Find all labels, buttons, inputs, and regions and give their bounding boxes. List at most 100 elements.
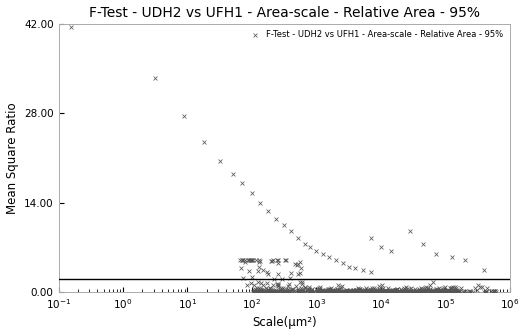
- F-Test - UDH2 vs UFH1 - Area-scale - Relative Area - 95%: [357, 289, 365, 295]
- F-Test - UDH2 vs UFH1 - Area-scale - Relative Area - 95%: [364, 289, 373, 294]
- F-Test - UDH2 vs UFH1 - Area-scale - Relative Area - 95%: [413, 289, 421, 295]
- F-Test - UDH2 vs UFH1 - Area-scale - Relative Area - 95%: [367, 289, 375, 295]
- F-Test - UDH2 vs UFH1 - Area-scale - Relative Area - 95%: [382, 289, 391, 295]
- F-Test - UDH2 vs UFH1 - Area-scale - Relative Area - 95%: [376, 289, 385, 295]
- F-Test - UDH2 vs UFH1 - Area-scale - Relative Area - 95%: [350, 289, 359, 295]
- F-Test - UDH2 vs UFH1 - Area-scale - Relative Area - 95%: [459, 289, 467, 294]
- F-Test - UDH2 vs UFH1 - Area-scale - Relative Area - 95%: [255, 259, 263, 264]
- F-Test - UDH2 vs UFH1 - Area-scale - Relative Area - 95%: [387, 289, 396, 295]
- F-Test - UDH2 vs UFH1 - Area-scale - Relative Area - 95%: [377, 289, 386, 294]
- F-Test - UDH2 vs UFH1 - Area-scale - Relative Area - 95%: [346, 289, 354, 295]
- F-Test - UDH2 vs UFH1 - Area-scale - Relative Area - 95%: [392, 289, 400, 294]
- F-Test - UDH2 vs UFH1 - Area-scale - Relative Area - 95%: [377, 289, 386, 295]
- F-Test - UDH2 vs UFH1 - Area-scale - Relative Area - 95%: [256, 287, 264, 292]
- F-Test - UDH2 vs UFH1 - Area-scale - Relative Area - 95%: [395, 289, 404, 295]
- F-Test - UDH2 vs UFH1 - Area-scale - Relative Area - 95%: [417, 289, 426, 295]
- F-Test - UDH2 vs UFH1 - Area-scale - Relative Area - 95%: [437, 289, 446, 295]
- F-Test - UDH2 vs UFH1 - Area-scale - Relative Area - 95%: [374, 289, 383, 295]
- F-Test - UDH2 vs UFH1 - Area-scale - Relative Area - 95%: [402, 289, 411, 294]
- F-Test - UDH2 vs UFH1 - Area-scale - Relative Area - 95%: [339, 261, 348, 266]
- F-Test - UDH2 vs UFH1 - Area-scale - Relative Area - 95%: [364, 289, 372, 294]
- F-Test - UDH2 vs UFH1 - Area-scale - Relative Area - 95%: [379, 289, 387, 295]
- F-Test - UDH2 vs UFH1 - Area-scale - Relative Area - 95%: [400, 289, 408, 294]
- F-Test - UDH2 vs UFH1 - Area-scale - Relative Area - 95%: [440, 285, 448, 290]
- F-Test - UDH2 vs UFH1 - Area-scale - Relative Area - 95%: [384, 289, 392, 294]
- F-Test - UDH2 vs UFH1 - Area-scale - Relative Area - 95%: [367, 235, 375, 241]
- F-Test - UDH2 vs UFH1 - Area-scale - Relative Area - 95%: [363, 287, 372, 292]
- F-Test - UDH2 vs UFH1 - Area-scale - Relative Area - 95%: [444, 288, 452, 293]
- F-Test - UDH2 vs UFH1 - Area-scale - Relative Area - 95%: [318, 288, 326, 294]
- F-Test - UDH2 vs UFH1 - Area-scale - Relative Area - 95%: [385, 289, 394, 295]
- F-Test - UDH2 vs UFH1 - Area-scale - Relative Area - 95%: [398, 289, 406, 294]
- F-Test - UDH2 vs UFH1 - Area-scale - Relative Area - 95%: [397, 289, 406, 295]
- F-Test - UDH2 vs UFH1 - Area-scale - Relative Area - 95%: [340, 289, 349, 295]
- F-Test - UDH2 vs UFH1 - Area-scale - Relative Area - 95%: [331, 289, 339, 294]
- F-Test - UDH2 vs UFH1 - Area-scale - Relative Area - 95%: [338, 289, 347, 295]
- F-Test - UDH2 vs UFH1 - Area-scale - Relative Area - 95%: [402, 289, 410, 294]
- F-Test - UDH2 vs UFH1 - Area-scale - Relative Area - 95%: [314, 289, 322, 294]
- F-Test - UDH2 vs UFH1 - Area-scale - Relative Area - 95%: [433, 289, 441, 294]
- F-Test - UDH2 vs UFH1 - Area-scale - Relative Area - 95%: [383, 289, 392, 295]
- F-Test - UDH2 vs UFH1 - Area-scale - Relative Area - 95%: [392, 289, 401, 295]
- F-Test - UDH2 vs UFH1 - Area-scale - Relative Area - 95%: [374, 289, 382, 295]
- F-Test - UDH2 vs UFH1 - Area-scale - Relative Area - 95%: [400, 289, 408, 295]
- F-Test - UDH2 vs UFH1 - Area-scale - Relative Area - 95%: [429, 288, 437, 293]
- F-Test - UDH2 vs UFH1 - Area-scale - Relative Area - 95%: [345, 289, 354, 295]
- F-Test - UDH2 vs UFH1 - Area-scale - Relative Area - 95%: [352, 289, 360, 294]
- F-Test - UDH2 vs UFH1 - Area-scale - Relative Area - 95%: [395, 289, 404, 295]
- F-Test - UDH2 vs UFH1 - Area-scale - Relative Area - 95%: [364, 289, 372, 295]
- F-Test - UDH2 vs UFH1 - Area-scale - Relative Area - 95%: [421, 289, 429, 295]
- F-Test - UDH2 vs UFH1 - Area-scale - Relative Area - 95%: [274, 281, 282, 286]
- F-Test - UDH2 vs UFH1 - Area-scale - Relative Area - 95%: [381, 289, 390, 294]
- F-Test - UDH2 vs UFH1 - Area-scale - Relative Area - 95%: [465, 289, 473, 294]
- F-Test - UDH2 vs UFH1 - Area-scale - Relative Area - 95%: [388, 288, 397, 294]
- F-Test - UDH2 vs UFH1 - Area-scale - Relative Area - 95%: [376, 289, 384, 294]
- F-Test - UDH2 vs UFH1 - Area-scale - Relative Area - 95%: [375, 288, 384, 293]
- F-Test - UDH2 vs UFH1 - Area-scale - Relative Area - 95%: [444, 289, 452, 294]
- F-Test - UDH2 vs UFH1 - Area-scale - Relative Area - 95%: [374, 289, 383, 295]
- F-Test - UDH2 vs UFH1 - Area-scale - Relative Area - 95%: [340, 289, 348, 295]
- F-Test - UDH2 vs UFH1 - Area-scale - Relative Area - 95%: [386, 248, 395, 253]
- F-Test - UDH2 vs UFH1 - Area-scale - Relative Area - 95%: [277, 289, 285, 294]
- F-Test - UDH2 vs UFH1 - Area-scale - Relative Area - 95%: [433, 289, 441, 295]
- F-Test - UDH2 vs UFH1 - Area-scale - Relative Area - 95%: [320, 289, 328, 294]
- F-Test - UDH2 vs UFH1 - Area-scale - Relative Area - 95%: [345, 289, 354, 295]
- F-Test - UDH2 vs UFH1 - Area-scale - Relative Area - 95%: [299, 289, 308, 294]
- F-Test - UDH2 vs UFH1 - Area-scale - Relative Area - 95%: [406, 289, 414, 294]
- F-Test - UDH2 vs UFH1 - Area-scale - Relative Area - 95%: [264, 287, 272, 292]
- F-Test - UDH2 vs UFH1 - Area-scale - Relative Area - 95%: [392, 289, 400, 295]
- F-Test - UDH2 vs UFH1 - Area-scale - Relative Area - 95%: [331, 258, 340, 263]
- F-Test - UDH2 vs UFH1 - Area-scale - Relative Area - 95%: [357, 289, 365, 295]
- F-Test - UDH2 vs UFH1 - Area-scale - Relative Area - 95%: [413, 289, 422, 295]
- F-Test - UDH2 vs UFH1 - Area-scale - Relative Area - 95%: [432, 288, 440, 294]
- F-Test - UDH2 vs UFH1 - Area-scale - Relative Area - 95%: [381, 289, 389, 294]
- F-Test - UDH2 vs UFH1 - Area-scale - Relative Area - 95%: [326, 289, 334, 294]
- F-Test - UDH2 vs UFH1 - Area-scale - Relative Area - 95%: [435, 289, 443, 294]
- F-Test - UDH2 vs UFH1 - Area-scale - Relative Area - 95%: [380, 289, 388, 295]
- F-Test - UDH2 vs UFH1 - Area-scale - Relative Area - 95%: [340, 289, 349, 295]
- F-Test - UDH2 vs UFH1 - Area-scale - Relative Area - 95%: [323, 289, 332, 294]
- F-Test - UDH2 vs UFH1 - Area-scale - Relative Area - 95%: [452, 286, 460, 291]
- F-Test - UDH2 vs UFH1 - Area-scale - Relative Area - 95%: [446, 289, 455, 295]
- F-Test - UDH2 vs UFH1 - Area-scale - Relative Area - 95%: [341, 289, 349, 295]
- F-Test - UDH2 vs UFH1 - Area-scale - Relative Area - 95%: [358, 289, 366, 294]
- F-Test - UDH2 vs UFH1 - Area-scale - Relative Area - 95%: [384, 289, 392, 295]
- F-Test - UDH2 vs UFH1 - Area-scale - Relative Area - 95%: [397, 289, 406, 295]
- F-Test - UDH2 vs UFH1 - Area-scale - Relative Area - 95%: [351, 289, 360, 294]
- F-Test - UDH2 vs UFH1 - Area-scale - Relative Area - 95%: [387, 289, 396, 295]
- F-Test - UDH2 vs UFH1 - Area-scale - Relative Area - 95%: [314, 289, 322, 294]
- F-Test - UDH2 vs UFH1 - Area-scale - Relative Area - 95%: [445, 288, 453, 294]
- F-Test - UDH2 vs UFH1 - Area-scale - Relative Area - 95%: [440, 289, 449, 294]
- F-Test - UDH2 vs UFH1 - Area-scale - Relative Area - 95%: [412, 289, 421, 295]
- F-Test - UDH2 vs UFH1 - Area-scale - Relative Area - 95%: [401, 289, 410, 294]
- F-Test - UDH2 vs UFH1 - Area-scale - Relative Area - 95%: [426, 289, 434, 295]
- F-Test - UDH2 vs UFH1 - Area-scale - Relative Area - 95%: [426, 289, 435, 295]
- F-Test - UDH2 vs UFH1 - Area-scale - Relative Area - 95%: [408, 289, 416, 294]
- F-Test - UDH2 vs UFH1 - Area-scale - Relative Area - 95%: [481, 288, 490, 294]
- F-Test - UDH2 vs UFH1 - Area-scale - Relative Area - 95%: [352, 289, 361, 295]
- F-Test - UDH2 vs UFH1 - Area-scale - Relative Area - 95%: [339, 289, 347, 295]
- F-Test - UDH2 vs UFH1 - Area-scale - Relative Area - 95%: [267, 286, 275, 291]
- F-Test - UDH2 vs UFH1 - Area-scale - Relative Area - 95%: [351, 287, 360, 292]
- F-Test - UDH2 vs UFH1 - Area-scale - Relative Area - 95%: [328, 289, 337, 295]
- F-Test - UDH2 vs UFH1 - Area-scale - Relative Area - 95%: [335, 289, 344, 295]
